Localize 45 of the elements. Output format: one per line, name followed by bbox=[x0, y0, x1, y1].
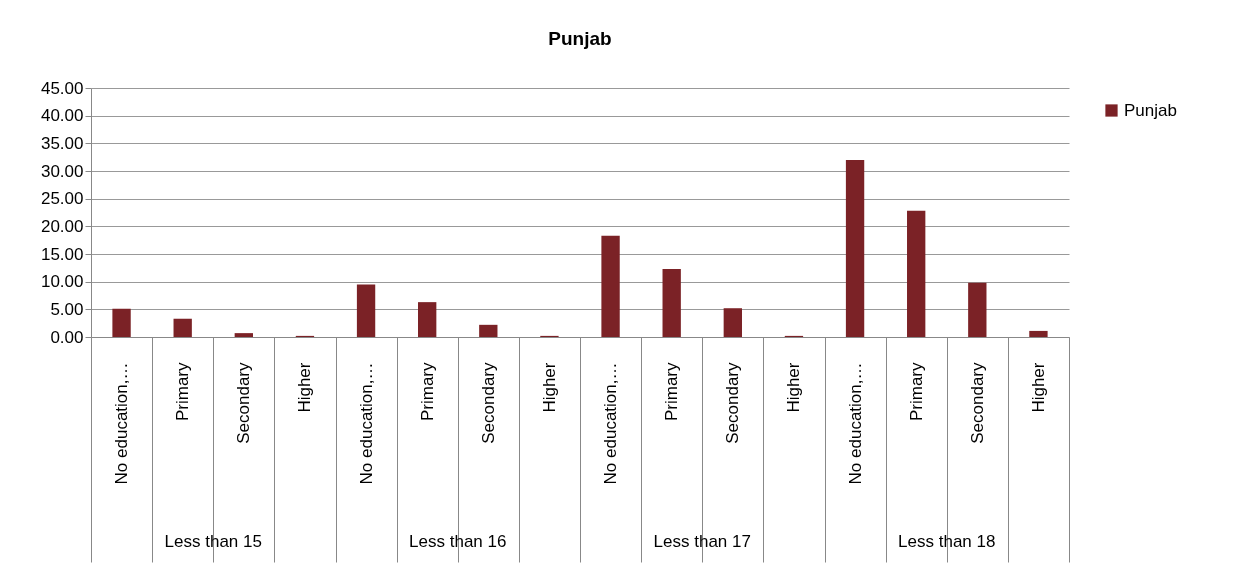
x-tick-label: Higher bbox=[784, 362, 804, 413]
y-tick-label: 25.00 bbox=[40, 189, 84, 209]
x-tick-label: Secondary bbox=[967, 362, 987, 444]
bar bbox=[845, 159, 865, 337]
x-tick-label: Secondary bbox=[234, 362, 254, 444]
y-tick-label: 45.00 bbox=[40, 78, 84, 98]
x-tick-label: Secondary bbox=[723, 362, 743, 444]
text: Less than 18 bbox=[898, 532, 996, 551]
x-tick-label: Primary bbox=[662, 362, 682, 422]
y-tick-label: 30.00 bbox=[40, 161, 84, 181]
x-tick-label: No education,… bbox=[112, 362, 132, 485]
bar bbox=[418, 302, 437, 337]
bar bbox=[1029, 330, 1048, 337]
bar bbox=[907, 210, 926, 337]
bar bbox=[356, 284, 376, 337]
bar bbox=[601, 235, 620, 337]
x-tick-label: Primary bbox=[906, 362, 926, 422]
x-tick-label: Higher bbox=[1028, 362, 1048, 413]
y-tick-label: 10.00 bbox=[40, 272, 84, 292]
x-tick-label: No education,… bbox=[601, 362, 621, 485]
bar bbox=[112, 308, 131, 337]
bar bbox=[479, 324, 498, 337]
y-tick-label: 5.00 bbox=[50, 299, 84, 319]
y-tick-label: 15.00 bbox=[40, 244, 84, 264]
bar bbox=[234, 333, 253, 337]
x-tick-label: Higher bbox=[295, 362, 315, 413]
x-tick-label: No education,… bbox=[356, 362, 376, 485]
y-tick-label: 35.00 bbox=[40, 133, 84, 153]
bar bbox=[968, 282, 987, 337]
bar bbox=[723, 308, 742, 337]
chart-title: Punjab bbox=[548, 28, 612, 49]
y-tick-label: 20.00 bbox=[40, 216, 84, 236]
x-tick-label: Primary bbox=[173, 362, 193, 422]
x-tick-label: No education,… bbox=[845, 362, 865, 485]
x-tick-label: Secondary bbox=[478, 362, 498, 444]
bar bbox=[662, 268, 681, 337]
y-tick-label: 40.00 bbox=[40, 106, 84, 126]
text: Less than 17 bbox=[653, 532, 751, 551]
bar bbox=[173, 318, 192, 337]
x-tick-label: Higher bbox=[539, 362, 559, 413]
y-tick-label: 0.00 bbox=[50, 327, 84, 347]
legend-label: Punjab bbox=[1124, 100, 1177, 120]
text: Less than 16 bbox=[409, 532, 507, 551]
x-tick-label: Primary bbox=[417, 362, 437, 422]
text: Less than 15 bbox=[164, 532, 262, 551]
